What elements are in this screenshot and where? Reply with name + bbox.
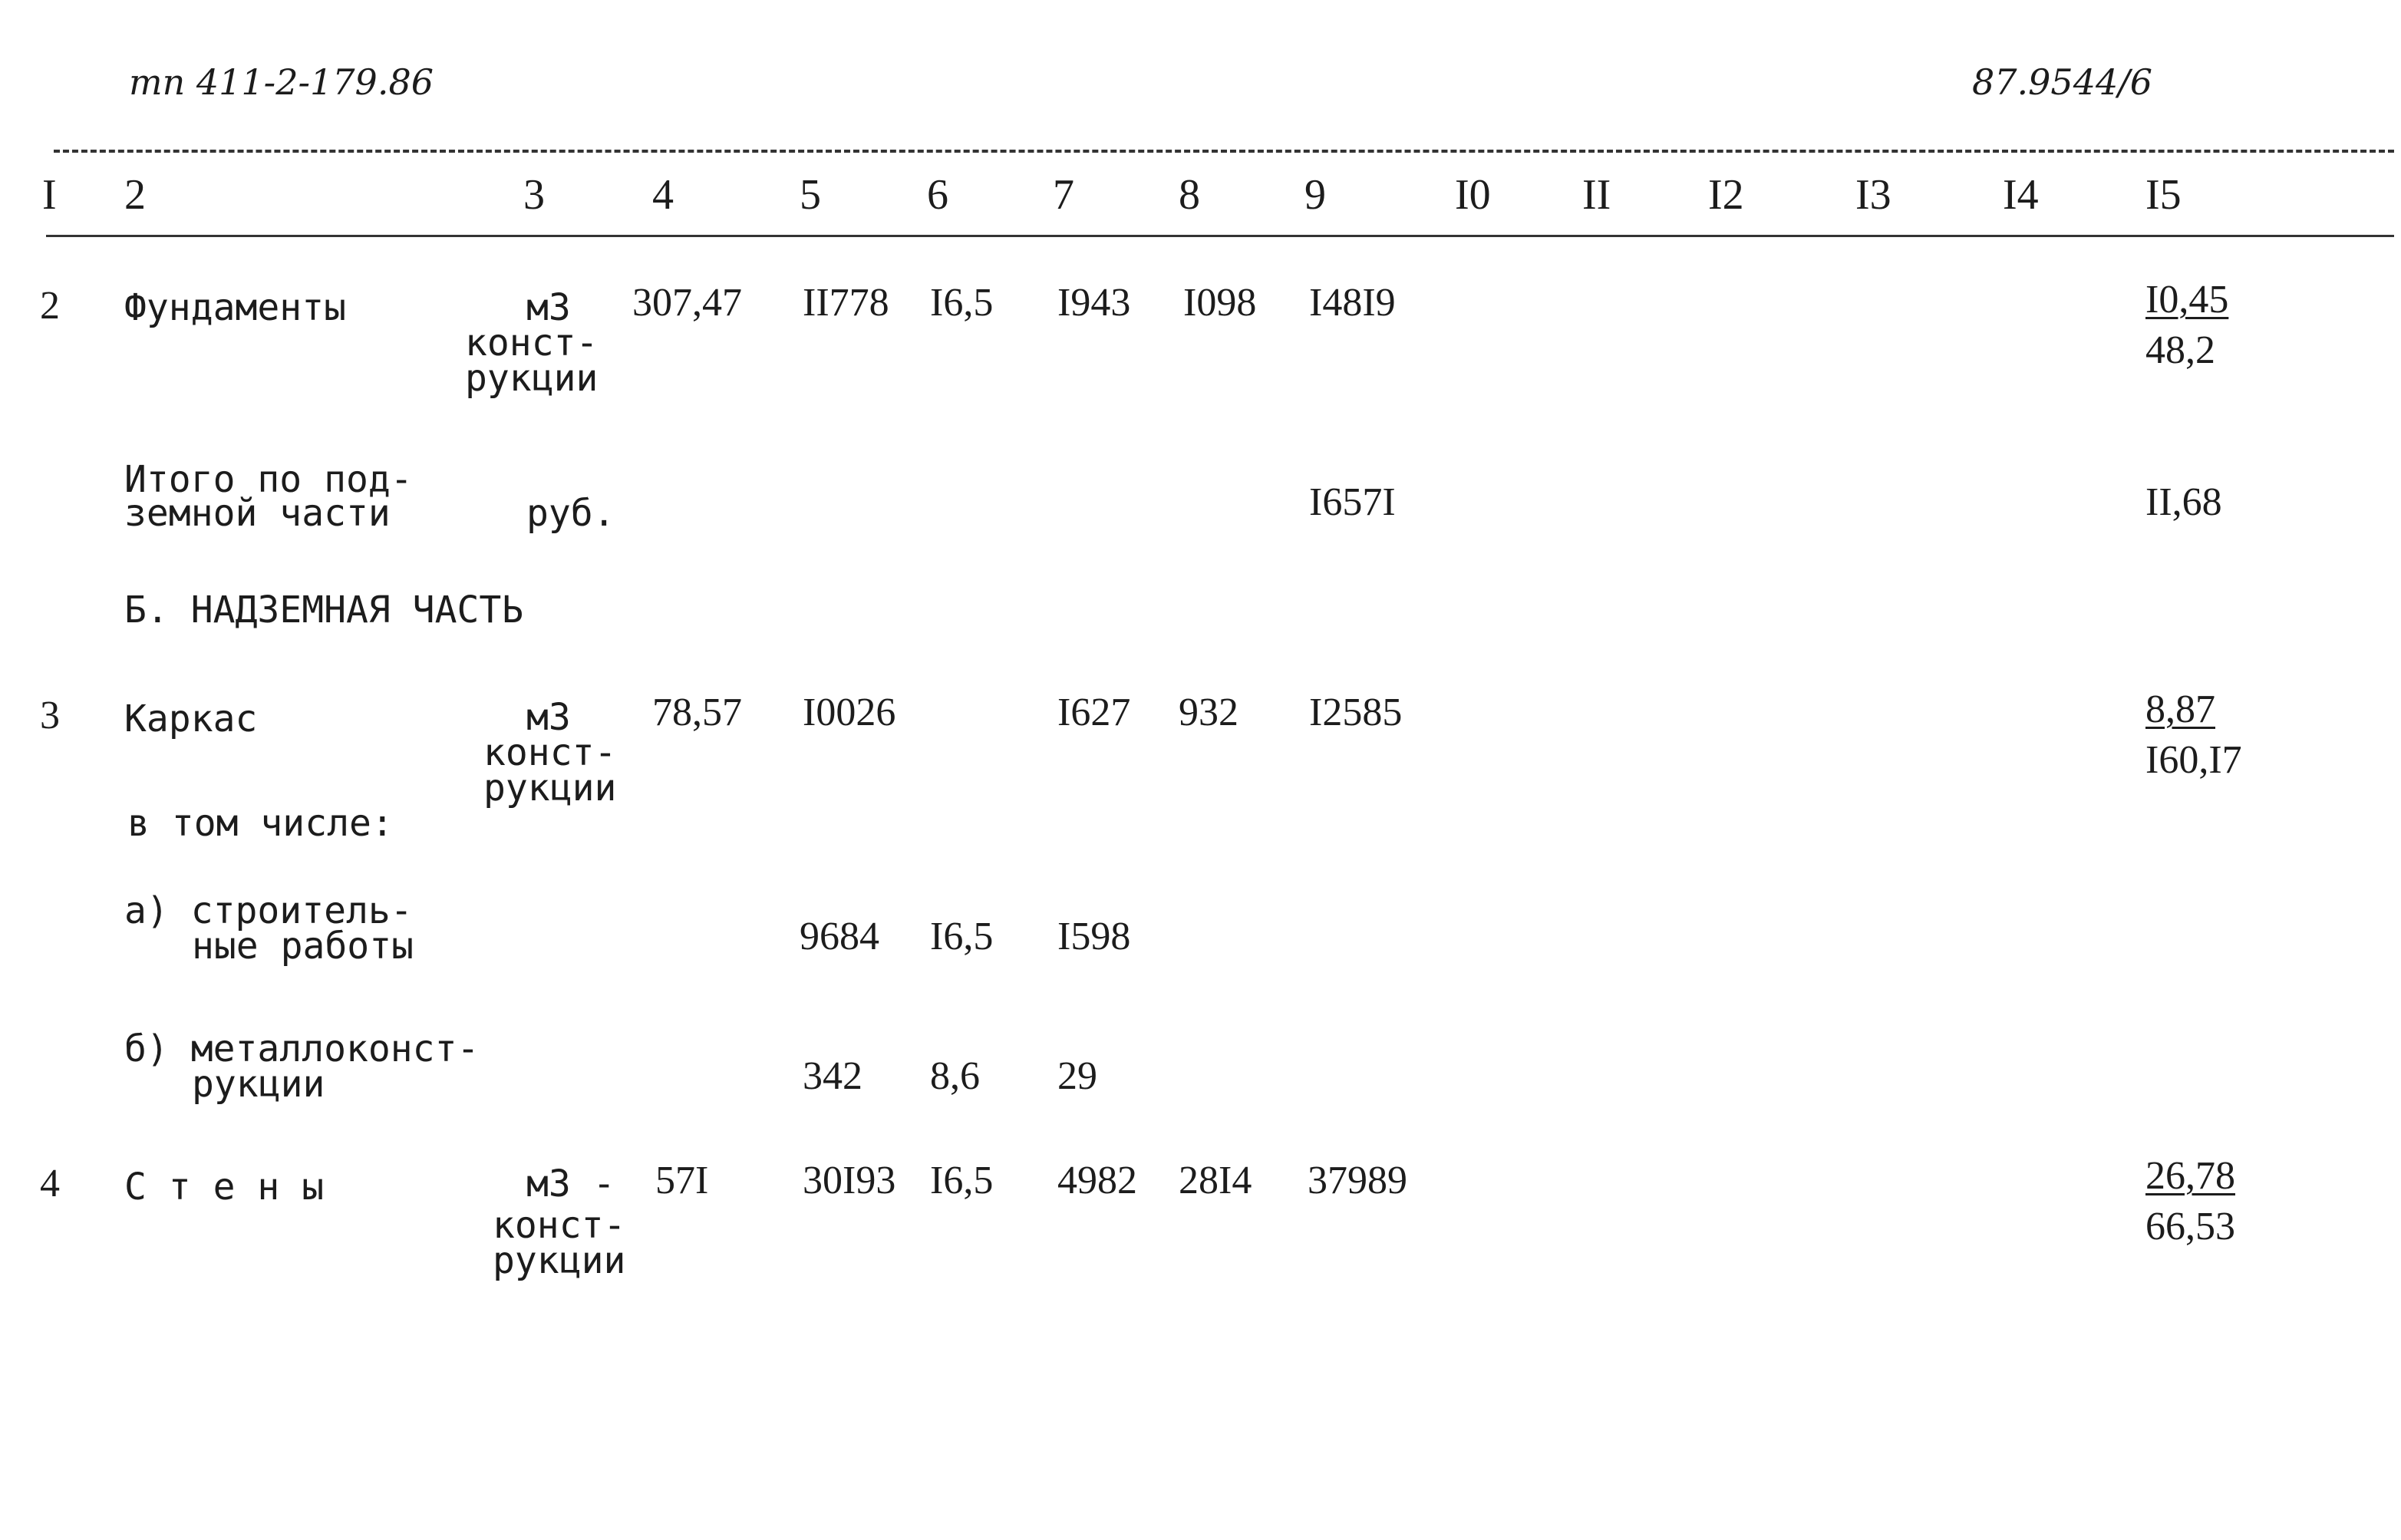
unit-line: м3 -: [526, 1162, 615, 1205]
col-header-12: I2: [1708, 171, 1744, 219]
subrow-label-line: рукции: [192, 1063, 325, 1106]
row-name: Каркас: [124, 697, 258, 740]
row-number: 2: [40, 284, 60, 328]
subrow-label-line: б) металлоконст-: [124, 1027, 480, 1070]
col-header-2: 2: [124, 171, 146, 219]
cell-col5: II778: [803, 281, 889, 325]
col-header-6: 6: [927, 171, 948, 219]
col-header-3: 3: [523, 171, 545, 219]
cell-col4: 57I: [655, 1159, 709, 1202]
subrow-label-line: а) строитель-: [124, 889, 413, 932]
cell-col6: I6,5: [930, 281, 994, 325]
cell-col8: I098: [1183, 281, 1257, 325]
row-number: 4: [40, 1162, 60, 1205]
col-header-15: I5: [2145, 171, 2182, 219]
cell-col7: I943: [1057, 281, 1131, 325]
unit-line: рукции: [465, 357, 599, 400]
cell-col7: I627: [1057, 691, 1131, 734]
subtotal-label-line: земной части: [124, 492, 391, 535]
document-code: тп 411-2-179.86: [129, 61, 434, 103]
cell-col5: 30I93: [803, 1159, 896, 1202]
subrow-label-line: ные работы: [192, 925, 414, 968]
col-header-4: 4: [652, 171, 674, 219]
cell-col15-top: 26,78: [2145, 1154, 2235, 1198]
cell-col7: I598: [1057, 915, 1131, 958]
unit-line: конст-: [465, 322, 599, 364]
header-bottom-rule: [46, 235, 2394, 237]
cell-col15-bottom: 48,2: [2145, 328, 2215, 372]
row-name: Фундаменты: [124, 286, 346, 329]
cell-col4: 78,57: [652, 691, 742, 734]
cell-col8: 28I4: [1179, 1159, 1252, 1202]
col-header-5: 5: [800, 171, 821, 219]
cell-col4: 307,47: [632, 281, 742, 325]
subtotal-col15: II,68: [2145, 480, 2222, 524]
unit-line: рукции: [483, 767, 617, 810]
col-header-11: II: [1582, 171, 1611, 219]
col-header-9: 9: [1304, 171, 1326, 219]
cell-col15-bottom: I60,I7: [2145, 738, 2242, 782]
including-label: в том числе:: [127, 802, 394, 845]
unit-line: м3: [526, 286, 571, 329]
cell-col9: 37989: [1308, 1159, 1407, 1202]
cell-col5: 9684: [800, 915, 879, 958]
cell-col6: I6,5: [930, 915, 994, 958]
col-header-8: 8: [1179, 171, 1200, 219]
cell-col15-top: 8,87: [2145, 688, 2215, 731]
cell-col15-top: I0,45: [2145, 278, 2229, 322]
col-header-1: I: [42, 171, 57, 219]
cell-col5: I0026: [803, 691, 896, 734]
cell-col5: 342: [803, 1054, 862, 1098]
row-number: 3: [40, 694, 60, 737]
cell-col6: 8,6: [930, 1054, 980, 1098]
unit-line: м3: [526, 696, 571, 739]
section-heading: Б. НАДЗЕМНАЯ ЧАСТЬ: [124, 589, 524, 631]
row-name: С т е н ы: [124, 1166, 325, 1209]
cell-col9: I48I9: [1309, 281, 1396, 325]
sheet-code: 87.9544/6: [1972, 61, 2152, 103]
header-top-rule: [54, 150, 2394, 153]
unit-line: рукции: [493, 1239, 626, 1282]
col-header-13: I3: [1855, 171, 1891, 219]
subtotal-label-line: Итого по под-: [124, 458, 413, 501]
cell-col6: I6,5: [930, 1159, 994, 1202]
unit-line: конст-: [483, 731, 617, 774]
col-header-14: I4: [2003, 171, 2039, 219]
cell-col8: 932: [1179, 691, 1238, 734]
cell-col7: 4982: [1057, 1159, 1137, 1202]
cell-col15-bottom: 66,53: [2145, 1205, 2235, 1248]
unit-line: конст-: [493, 1204, 626, 1247]
subtotal-col9: I657I: [1309, 480, 1396, 524]
col-header-10: I0: [1455, 171, 1491, 219]
col-header-7: 7: [1053, 171, 1074, 219]
cell-col7: 29: [1057, 1054, 1097, 1098]
cell-col9: I2585: [1309, 691, 1403, 734]
subtotal-unit: руб.: [526, 492, 615, 535]
